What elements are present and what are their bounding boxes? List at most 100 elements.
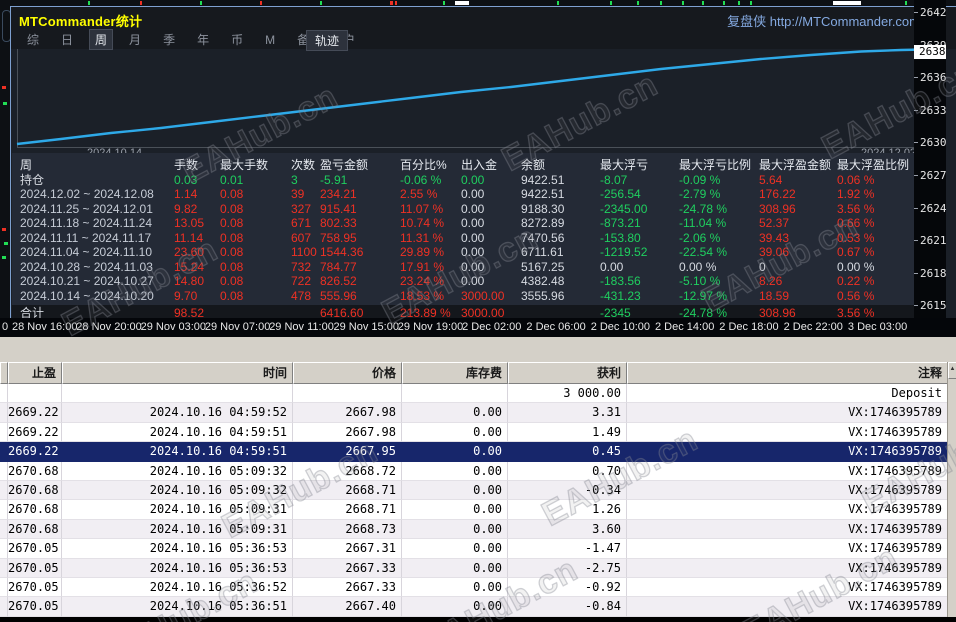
history-cell: 0.45 [508, 442, 627, 462]
history-cell: 2669.22 [8, 422, 62, 443]
history-header-获利[interactable]: 获利 [508, 362, 627, 384]
history-row[interactable]: 2670.05 2024.10.16 05:36:53 2667.33 0.00 -2.… [0, 558, 948, 578]
candle-fragment [610, 1, 612, 5]
history-body: 3 000.00 Deposit 2669.22 2024.10.16 04:59:5… [0, 384, 948, 617]
stats-row: 2024.12.02 ~ 2024.12.08 1.14 0.08 39 234.21 2… [20, 187, 925, 202]
scroll-up-icon[interactable]: ▲ [948, 362, 956, 379]
menu-item-日[interactable]: 日 [61, 33, 74, 47]
history-cell: 2668.71 [293, 500, 402, 520]
history-cell: 2024.10.16 05:09:31 [62, 500, 293, 520]
menu-item-周[interactable]: 周 [89, 29, 114, 50]
track-button[interactable]: 轨迹 [306, 30, 349, 51]
stats-cell: 39.06 [759, 245, 790, 259]
history-row[interactable]: 2670.05 2024.10.16 05:36:52 2667.33 0.00 -0.… [0, 577, 948, 598]
history-cell: 0.00 [402, 500, 508, 520]
history-scrollbar[interactable]: ▲ [947, 362, 956, 618]
stats-cell: 0.08 [220, 259, 244, 274]
history-panel: 止盈 时间 价格 库存费 获利 注释 3 000.00 Deposit 2669.22 2024.… [0, 337, 956, 622]
candle-fragment [2, 228, 6, 231]
time-axis-label: 29 Nov 19:00 [397, 321, 464, 333]
stats-header-row: 周 手数 最大手数 次数 盈亏金额 百分比% 出入金 余额 最大浮亏 最大浮亏比例 最大浮盈金额 最大… [20, 158, 925, 173]
history-row-selected[interactable]: 2669.22 2024.10.16 04:59:51 2667.95 0.00 0.4… [0, 442, 948, 462]
stats-cell: 52.37 [759, 216, 790, 230]
stats-cell: 0.03 [174, 172, 198, 187]
history-row[interactable]: 3 000.00 Deposit [0, 384, 948, 404]
stats-cell: 3.56 % [837, 201, 875, 216]
candle-fragment [723, 1, 725, 5]
time-axis-label: 28 Nov 20:00 [76, 321, 142, 333]
history-cell: 2668.73 [293, 519, 402, 540]
history-header-时间[interactable]: 时间 [62, 362, 293, 384]
history-cell: VX:1746395789 [627, 519, 948, 540]
stats-cell: 0.08 [220, 230, 244, 245]
history-cell: 0.00 [402, 558, 508, 578]
history-cell: 0.00 [402, 461, 508, 481]
candle-fragment [443, 1, 445, 5]
history-cell [0, 442, 8, 462]
candle-fragment [905, 1, 907, 5]
price-axis: 2642.82639.82636.82633.82630.82627.82624… [914, 0, 946, 318]
history-row[interactable]: 2670.68 2024.10.16 05:09:32 2668.71 0.00 -0.… [0, 480, 948, 501]
menu-item-币[interactable]: 币 [231, 33, 244, 47]
menu-item-综[interactable]: 综 [27, 33, 40, 47]
history-header-注释[interactable]: 注释 [627, 362, 948, 384]
window-titlebar[interactable]: MTCommander统计 复盘侠 http://MTCommander.com [11, 7, 956, 29]
history-cell: VX:1746395789 [627, 597, 948, 617]
menu-item-M[interactable]: M [265, 33, 276, 47]
stats-row-label: 2024.10.28 ~ 2024.11.03 [20, 259, 153, 274]
stats-cell: 0.66 % [837, 216, 875, 230]
stats-cell: 3000.00 [461, 288, 505, 303]
stats-cell: 1.92 % [837, 187, 875, 201]
history-cell: -0.92 [508, 577, 627, 598]
history-cell [0, 577, 8, 598]
menu-item-月[interactable]: 月 [129, 33, 142, 47]
stats-cell: 1544.36 [320, 245, 364, 259]
candle-fragment [200, 1, 202, 5]
stats-cell: 802.33 [320, 216, 357, 230]
history-row[interactable]: 2670.68 2024.10.16 05:09:32 2668.72 0.00 0.7… [0, 461, 948, 481]
history-cell: 0.00 [402, 422, 508, 443]
history-cell [0, 461, 8, 481]
stats-header-cell: 最大浮盈比例 [837, 158, 910, 172]
history-cell [8, 384, 62, 404]
history-cell: 2668.72 [293, 461, 402, 481]
stats-cell: 11.14 [174, 230, 204, 245]
stats-header-cell: 最大浮盈金额 [759, 158, 832, 172]
history-cell: 2024.10.16 04:59:51 [62, 422, 293, 443]
stats-row: 2024.11.25 ~ 2024.12.01 9.82 0.08 327 915.41… [20, 202, 925, 217]
history-row[interactable]: 2670.68 2024.10.16 05:09:31 2668.71 0.00 1.2… [0, 500, 948, 520]
time-axis-label: 28 Nov 16:00 [12, 321, 78, 333]
history-cell: 0.00 [402, 442, 508, 462]
stats-cell: 0.08 [220, 216, 244, 230]
candle-fragment [637, 1, 639, 5]
history-table: 止盈 时间 价格 库存费 获利 注释 3 000.00 Deposit 2669.22 2024.… [0, 362, 948, 617]
stats-cell: 213.89 % [400, 306, 451, 320]
history-row[interactable]: 2669.22 2024.10.16 04:59:52 2667.98 0.00 3.3… [0, 403, 948, 423]
history-cell: 3.31 [508, 403, 627, 423]
history-row[interactable]: 2670.05 2024.10.16 05:36:51 2667.40 0.00 -0.… [0, 597, 948, 617]
candle-fragment [2, 86, 6, 89]
history-header-价格[interactable]: 价格 [293, 362, 402, 384]
history-cell: -1.47 [508, 539, 627, 559]
stats-cell: 0.00 [461, 259, 485, 274]
stats-cell: 0.00 [461, 274, 485, 288]
history-row[interactable]: 2670.05 2024.10.16 05:36:53 2667.31 0.00 -1.… [0, 539, 948, 559]
stats-cell: 11.31 % [400, 230, 444, 245]
history-header-spacer[interactable] [0, 362, 8, 384]
history-header-止盈[interactable]: 止盈 [8, 362, 62, 384]
menu-item-年[interactable]: 年 [197, 33, 210, 47]
history-cell: 2667.33 [293, 558, 402, 578]
menu-item-季[interactable]: 季 [163, 33, 176, 47]
history-cell: 1.49 [508, 422, 627, 443]
stats-header-cell: 次数 [291, 158, 316, 172]
stats-cell: -431.23 [600, 288, 641, 303]
stats-cell: 15.24 [174, 259, 205, 274]
history-row[interactable]: 2669.22 2024.10.16 04:59:51 2667.98 0.00 1.4… [0, 422, 948, 443]
stats-cell: 9.70 [174, 288, 198, 303]
brand-link[interactable]: 复盘侠 http://MTCommander.com [727, 14, 920, 29]
history-header-库存费[interactable]: 库存费 [402, 362, 508, 384]
stats-cell: 0.00 [461, 245, 485, 259]
history-row[interactable]: 2670.68 2024.10.16 05:09:31 2668.73 0.00 3.6… [0, 519, 948, 540]
history-cell [0, 597, 8, 617]
candle-fragment [455, 1, 469, 5]
